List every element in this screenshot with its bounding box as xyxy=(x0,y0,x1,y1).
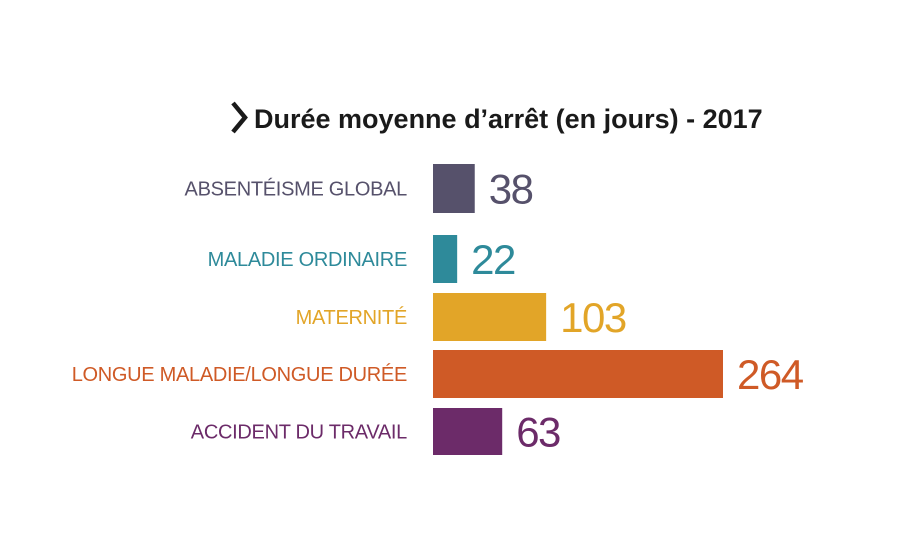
bar xyxy=(433,235,458,283)
plot-area: ABSENTÉISME GLOBAL 38 MALADIE ORDINAIRE 22 M… xyxy=(72,164,805,456)
chart-title-text: Durée moyenne d’arrêt (en jours) - 2017 xyxy=(254,104,763,134)
value-label: 103 xyxy=(560,294,626,341)
chevron-right-icon xyxy=(231,101,248,134)
category-label: MALADIE ORDINAIRE xyxy=(208,249,407,271)
bar xyxy=(433,164,475,213)
category-label: ABSENTÉISME GLOBAL xyxy=(185,178,408,201)
category-label: LONGUE MALADIE/LONGUE DURÉE xyxy=(72,363,407,386)
bar xyxy=(433,293,547,341)
value-label: 38 xyxy=(489,166,533,213)
value-label: 63 xyxy=(516,409,560,456)
chart-title: Durée moyenne d’arrêt (en jours) - 2017 xyxy=(231,101,763,134)
value-label: 22 xyxy=(471,236,515,283)
value-label: 264 xyxy=(737,351,804,398)
bar xyxy=(433,408,503,455)
category-label: ACCIDENT DU TRAVAIL xyxy=(191,422,407,444)
category-label: MATERNITÉ xyxy=(296,306,407,329)
bar xyxy=(433,350,723,398)
